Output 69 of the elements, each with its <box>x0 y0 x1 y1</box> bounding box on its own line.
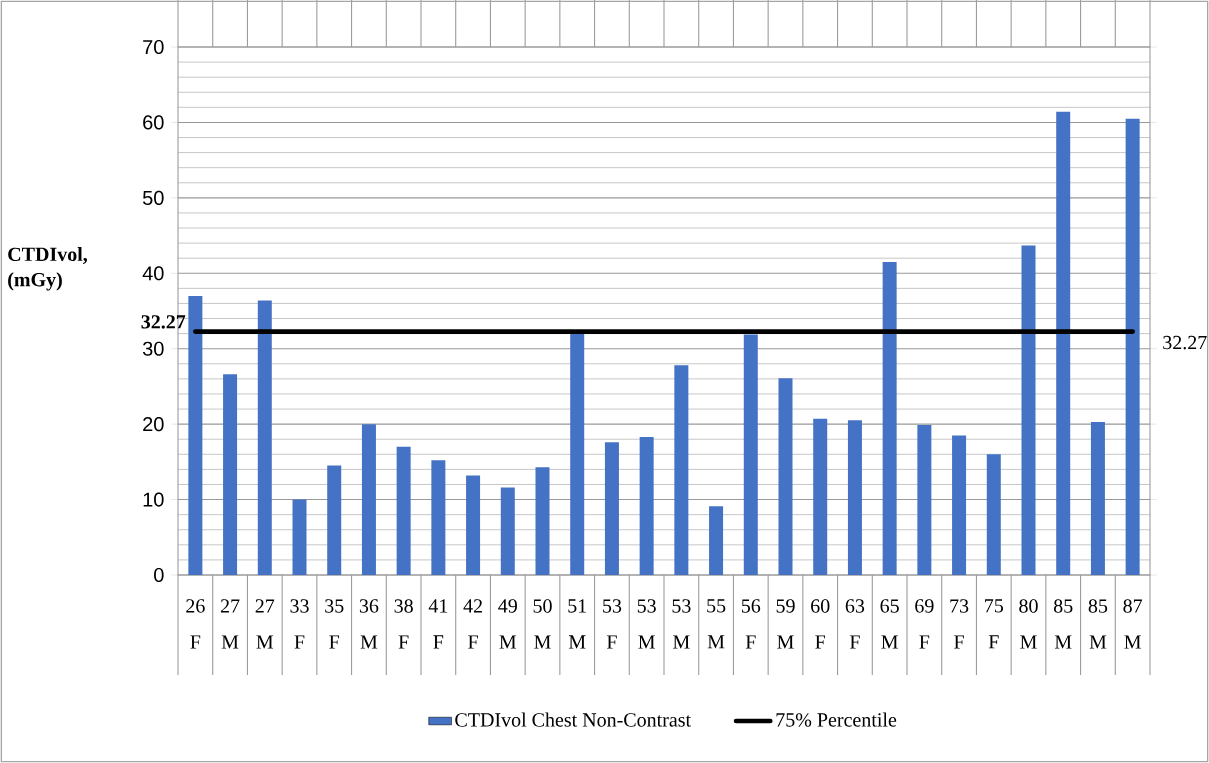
x-tick-label: 51 M <box>568 599 587 649</box>
x-tick-label: 80 M <box>1019 599 1038 649</box>
x-tick-label: 53 M <box>672 599 691 649</box>
x-tick-label: 36 M <box>359 599 379 649</box>
bar <box>223 374 238 575</box>
x-tick-label: 85 M <box>1053 599 1073 649</box>
y-tick-label: 10 <box>143 492 164 507</box>
bar <box>500 487 515 575</box>
annotation: 32.27 <box>141 315 186 329</box>
x-tick-label: 59 M <box>776 599 795 649</box>
bar <box>743 334 758 575</box>
bar <box>882 261 897 575</box>
x-tick-label: 49 M <box>498 599 517 649</box>
y-tick-label: 40 <box>142 266 164 281</box>
x-tick-label: 69 F <box>915 599 934 649</box>
x-tick-label: 65 M <box>880 599 899 649</box>
y-axis-title: CTDIvol, (mGy) <box>8 247 88 291</box>
bar <box>570 333 585 575</box>
bar <box>292 499 307 575</box>
bar <box>361 424 376 575</box>
legend-label: 75% Percentile <box>776 712 897 727</box>
x-tick-label: 27 M <box>255 599 275 649</box>
y-tick-label: 50 <box>142 190 164 205</box>
bar <box>466 475 481 575</box>
x-tick-label: 73 F <box>950 599 969 649</box>
bar <box>257 300 272 575</box>
x-tick-label: 42 F <box>463 599 482 649</box>
x-tick-label: 53 F <box>603 599 622 649</box>
x-tick-label: 53 M <box>637 599 656 649</box>
x-tick-label: 56 F <box>741 599 761 649</box>
bar <box>1021 245 1036 575</box>
x-tick-label: 87 M <box>1123 599 1143 649</box>
bar <box>952 435 967 575</box>
y-tick-label: 60 <box>143 115 164 130</box>
x-tick-label: 55 M <box>707 599 726 649</box>
bar <box>1056 111 1071 575</box>
x-tick-label: 27 M <box>220 599 240 649</box>
bar <box>674 365 689 575</box>
bar <box>709 506 724 575</box>
y-tick-label: 70 <box>143 39 164 55</box>
y-tick-label: 30 <box>142 341 164 356</box>
x-tick-label: 41 F <box>428 599 448 649</box>
bar <box>986 454 1001 575</box>
x-tick-label: 50 M <box>533 599 552 649</box>
bar <box>327 465 342 575</box>
x-tick-label: 60 F <box>811 599 830 649</box>
bar <box>604 442 619 575</box>
legend-label: CTDIvol Chest Non-Contrast <box>455 712 691 727</box>
x-tick-label: 75 F <box>985 599 1004 649</box>
y-tick-label: 0 <box>154 567 164 583</box>
bar <box>1125 118 1140 575</box>
bar <box>639 436 654 575</box>
x-tick-label: 26 F <box>186 599 205 649</box>
bar <box>778 378 793 575</box>
x-tick-label: 63 F <box>845 599 865 649</box>
x-tick-label: 35 F <box>325 599 344 649</box>
bar <box>535 467 550 575</box>
bar <box>396 446 411 575</box>
y-tick-label: 20 <box>143 417 164 432</box>
x-tick-label: 33 F <box>290 599 309 649</box>
bar <box>847 420 862 575</box>
bar <box>1090 421 1105 575</box>
bar <box>431 460 446 575</box>
x-tick-label: 85 M <box>1088 599 1108 649</box>
bar <box>813 418 828 575</box>
annotation: 32.27 <box>1163 335 1207 350</box>
x-tick-label: 38 F <box>394 599 413 649</box>
bar <box>917 424 932 575</box>
bar <box>188 295 203 575</box>
